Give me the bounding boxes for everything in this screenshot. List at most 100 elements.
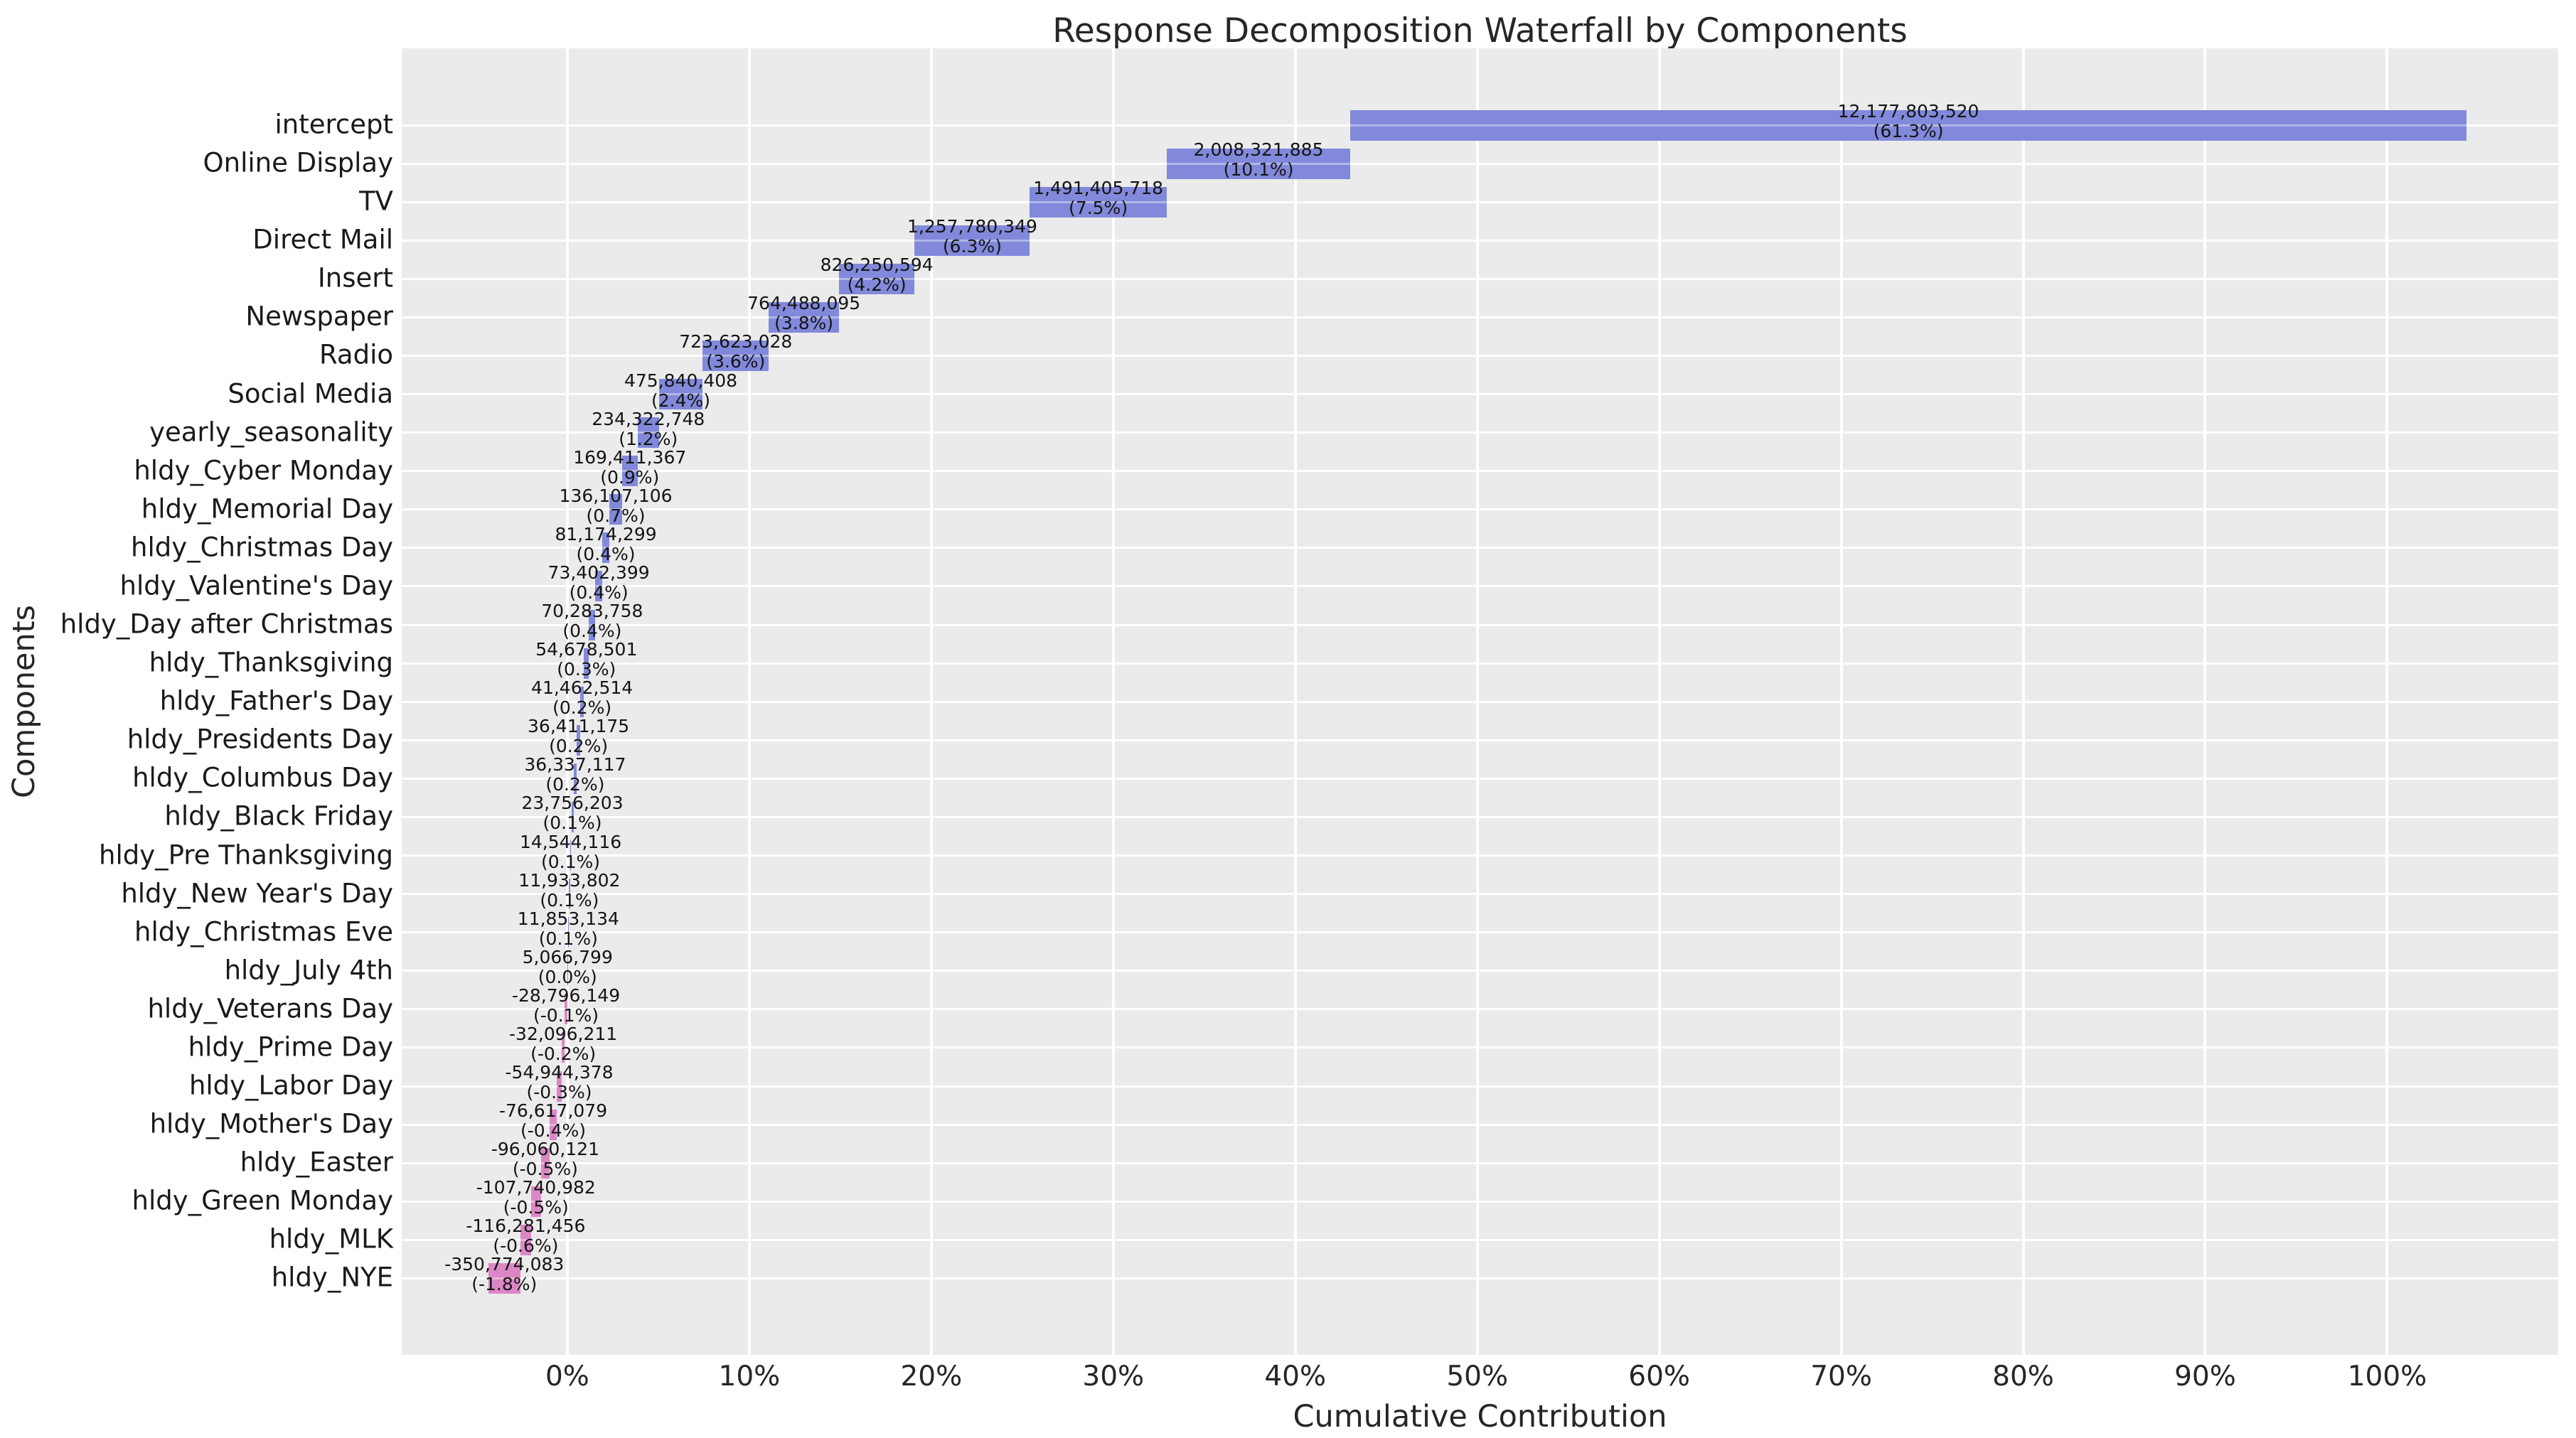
bar-value-line: 41,462,514 xyxy=(531,677,634,699)
gridline-horizontal-overlay xyxy=(402,777,2558,780)
bar-value-label: 11,933,802 (0.1%) xyxy=(518,869,621,911)
category-label: hldy_Cyber Monday xyxy=(134,455,393,486)
bar-percent-line: (1.2%) xyxy=(619,428,678,449)
bar-value-label: 826,250,594 (4.2%) xyxy=(821,255,934,295)
bar-value-line: -107,740,982 xyxy=(476,1177,596,1198)
gridline-horizontal-overlay xyxy=(402,1200,2558,1203)
gridline-horizontal-overlay xyxy=(402,162,2558,165)
bar-value-label: 475,840,408 (2.4%) xyxy=(624,370,738,411)
x-tick-label: 10% xyxy=(718,1361,781,1393)
category-label: hldy_Valentine's Day xyxy=(119,570,394,601)
waterfall-bar xyxy=(571,801,574,832)
bar-value-label: 70,283,758 (0.4%) xyxy=(541,601,643,641)
waterfall-bar xyxy=(1030,186,1167,218)
category-label: hldy_Mother's Day xyxy=(149,1108,393,1139)
x-tick-label: 20% xyxy=(900,1361,963,1393)
bar-value-label: 136,107,106 (0.7%) xyxy=(560,485,673,526)
gridline-horizontal-overlay xyxy=(402,277,2558,280)
bar-value-line: 11,933,802 xyxy=(518,869,621,891)
gridline-horizontal-overlay xyxy=(402,393,2558,396)
bar-value-line: 475,840,408 xyxy=(624,370,738,391)
category-label: hldy_Christmas Eve xyxy=(134,916,393,948)
bar-value-line: 81,174,299 xyxy=(555,523,657,544)
plot-area: 12,177,803,520 (61.3%) 2,008,321,885 (10.1%… xyxy=(402,48,2558,1355)
waterfall-bar xyxy=(658,379,703,410)
waterfall-bar xyxy=(1350,109,2467,141)
category-label: Online Display xyxy=(203,147,394,178)
bar-value-line: 11,853,134 xyxy=(517,908,619,929)
category-label: Direct Mail xyxy=(252,224,393,255)
gridline-horizontal xyxy=(402,508,2558,511)
bar-percent-line: (0.1%) xyxy=(538,928,598,949)
waterfall-bar xyxy=(595,571,602,602)
x-tick-label: 80% xyxy=(1992,1361,2054,1393)
gridline-horizontal-overlay xyxy=(402,1277,2558,1279)
bar-value-label: -107,740,982 (-0.5%) xyxy=(476,1178,596,1218)
gridline-horizontal-overlay xyxy=(402,854,2558,857)
gridline-horizontal-overlay xyxy=(402,1085,2558,1088)
bar-value-label: 54,678,501 (0.3%) xyxy=(535,640,637,680)
bar-percent-line: (0.4%) xyxy=(569,581,629,603)
bar-value-line: 5,066,799 xyxy=(522,946,613,967)
waterfall-bar xyxy=(609,494,622,525)
gridline-horizontal-overlay xyxy=(402,585,2558,588)
bar-value-label: -28,796,149 (-0.1%) xyxy=(512,985,620,1026)
bar-value-line: 2,008,321,885 xyxy=(1193,139,1324,161)
bar-percent-line: (0.4%) xyxy=(576,543,636,564)
category-label: hldy_Thanksgiving xyxy=(149,647,393,678)
waterfall-bar xyxy=(621,456,638,487)
bar-value-line: 70,283,758 xyxy=(541,601,643,622)
waterfall-bar xyxy=(702,340,769,371)
bar-value-line: 23,756,203 xyxy=(521,793,624,814)
waterfall-bar xyxy=(570,840,572,871)
bar-percent-line: (-0.1%) xyxy=(533,1004,599,1026)
x-tick-label: 50% xyxy=(1446,1361,1508,1393)
bar-value-label: 23,756,203 (0.1%) xyxy=(521,793,623,833)
gridline-horizontal xyxy=(402,1008,2558,1011)
gridline-horizontal xyxy=(402,931,2558,934)
category-label: hldy_Green Monday xyxy=(132,1185,394,1216)
gridline-horizontal xyxy=(402,1046,2558,1049)
category-label: hldy_Black Friday xyxy=(164,801,393,832)
gridline-horizontal-overlay xyxy=(402,508,2558,511)
bar-value-line: -350,774,083 xyxy=(444,1254,565,1275)
category-label: Social Media xyxy=(228,378,393,409)
gridline-horizontal xyxy=(402,354,2558,357)
category-label: hldy_Christmas Day xyxy=(131,532,393,563)
bar-value-label: -54,944,378 (-0.3%) xyxy=(505,1063,613,1102)
gridline-horizontal xyxy=(402,893,2558,896)
bar-value-line: 764,488,095 xyxy=(747,293,861,314)
waterfall-bar xyxy=(567,955,568,987)
gridline-horizontal xyxy=(402,162,2558,165)
x-tick-label: 30% xyxy=(1082,1361,1145,1393)
gridline-horizontal xyxy=(402,1277,2558,1279)
bar-percent-line: (10.1%) xyxy=(1223,159,1294,181)
category-label: Radio xyxy=(319,340,393,371)
bar-percent-line: (0.2%) xyxy=(549,736,609,757)
category-label: hldy_July 4th xyxy=(224,955,393,986)
gridline-horizontal-overlay xyxy=(402,623,2558,626)
bar-percent-line: (-0.5%) xyxy=(503,1197,569,1218)
waterfall-bar xyxy=(520,1224,531,1255)
gridline-horizontal xyxy=(402,1238,2558,1241)
bar-percent-line: (-0.2%) xyxy=(530,1043,597,1064)
bar-value-label: 5,066,799 (0.0%) xyxy=(522,946,613,987)
x-axis-title: Cumulative Contribution xyxy=(1293,1399,1667,1434)
bar-value-line: 36,411,175 xyxy=(528,716,630,737)
category-label: hldy_Memorial Day xyxy=(141,493,393,525)
gridline-horizontal xyxy=(402,585,2558,588)
bar-value-line: 826,250,594 xyxy=(820,254,934,276)
gridline-horizontal xyxy=(402,239,2558,242)
gridline-horizontal xyxy=(402,739,2558,741)
category-label: yearly_seasonality xyxy=(149,417,393,448)
waterfall-bar xyxy=(838,263,915,294)
gridline-horizontal-overlay xyxy=(402,815,2558,818)
category-label: Newspaper xyxy=(245,301,393,333)
bar-value-label: 11,853,134 (0.1%) xyxy=(517,908,619,949)
gridline-horizontal xyxy=(402,1123,2558,1126)
bar-value-label: 234,322,748 (1.2%) xyxy=(592,409,705,449)
bar-percent-line: (0.3%) xyxy=(557,659,616,680)
bar-value-label: 12,177,803,520 (61.3%) xyxy=(1838,102,1979,141)
category-label: Insert xyxy=(317,262,393,294)
